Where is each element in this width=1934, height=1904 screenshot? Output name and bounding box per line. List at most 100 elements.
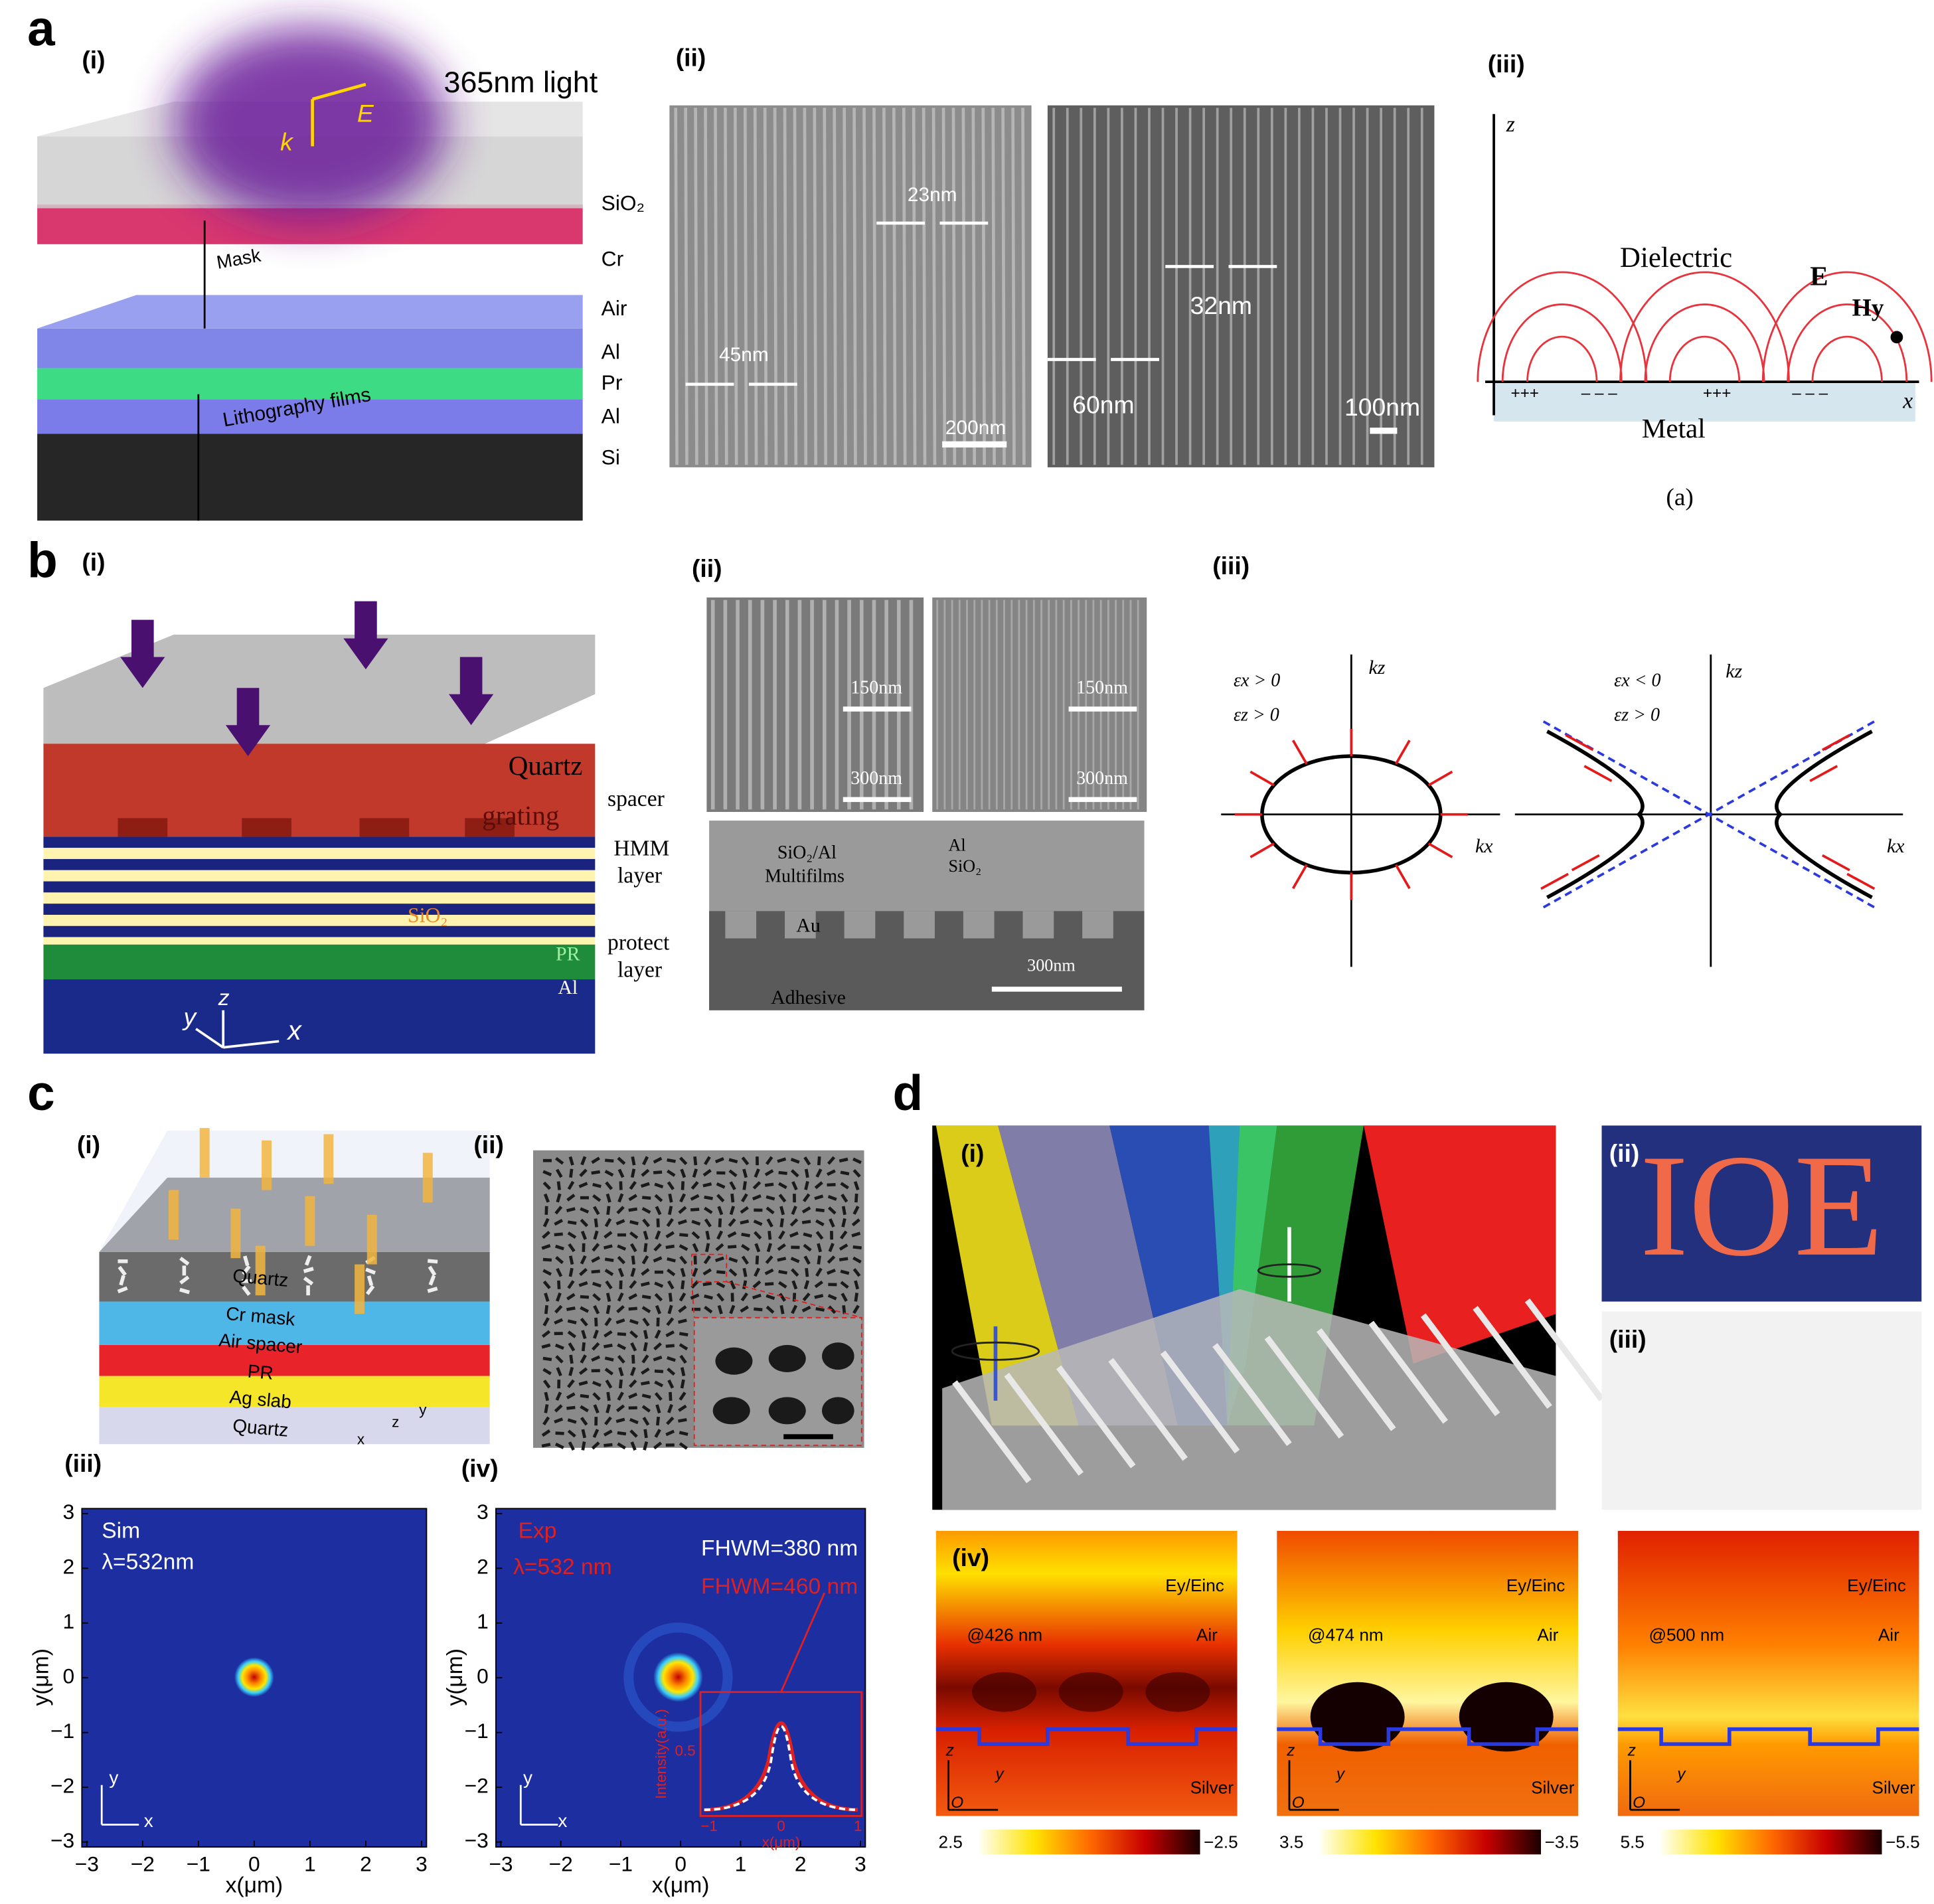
slit xyxy=(752,1194,762,1201)
slit xyxy=(765,1156,773,1165)
slit xyxy=(653,1243,662,1252)
slit xyxy=(729,1206,736,1216)
c-i-layers-3: PR xyxy=(247,1361,274,1384)
slit xyxy=(677,1219,687,1226)
field-line xyxy=(1644,303,1765,382)
slit xyxy=(628,1307,637,1311)
au-tooth xyxy=(725,911,757,939)
slit xyxy=(592,1182,602,1188)
slit xyxy=(704,1206,713,1214)
slit xyxy=(742,1267,748,1277)
c-iii-yticks-2: 1 xyxy=(62,1609,74,1633)
slit xyxy=(580,1306,590,1313)
arrow xyxy=(1809,765,1838,782)
scale-bar xyxy=(783,1434,833,1439)
hmm-stripe xyxy=(43,914,596,926)
focal-spot xyxy=(234,1657,274,1698)
c-iii-label: (iii) xyxy=(64,1449,102,1477)
field-map xyxy=(1277,1530,1579,1816)
d-ii-text: IOE xyxy=(1640,1125,1884,1287)
slit xyxy=(580,1417,588,1426)
slit xyxy=(617,1156,626,1165)
slit xyxy=(654,1182,664,1189)
slit xyxy=(642,1317,650,1327)
slit xyxy=(580,1393,590,1399)
slit xyxy=(643,1243,648,1253)
slit xyxy=(654,1281,664,1288)
c-iv-axes-0: y xyxy=(523,1767,532,1788)
slit xyxy=(656,1416,661,1426)
au-tooth xyxy=(963,911,995,939)
focal-spot xyxy=(653,1652,703,1702)
slit xyxy=(605,1193,611,1203)
stripe xyxy=(862,108,867,465)
slit xyxy=(852,1305,860,1314)
c-iv-xticks-1: −2 xyxy=(549,1852,573,1876)
field-lines xyxy=(1477,271,1933,382)
slit xyxy=(678,1206,687,1214)
c-iii-xticks-0: −3 xyxy=(75,1852,99,1876)
c-iv-yticks-4: −1 xyxy=(465,1719,489,1743)
slit xyxy=(741,1255,749,1265)
a-iii-E: E xyxy=(1810,261,1828,291)
a-ii-left-dims-0: 23nm xyxy=(908,184,957,206)
slit xyxy=(591,1441,600,1450)
d-iv-maps-2-axes-0: z xyxy=(1627,1742,1636,1760)
slit xyxy=(554,1404,563,1413)
slit xyxy=(641,1367,650,1375)
slit xyxy=(618,1379,623,1389)
slit xyxy=(592,1392,601,1401)
a-label: a xyxy=(27,0,55,56)
slit xyxy=(629,1429,638,1438)
stripe xyxy=(793,108,798,465)
rib xyxy=(1004,1372,1084,1476)
slit xyxy=(118,1259,128,1263)
k-axes xyxy=(1221,654,1903,967)
c-iv-fwhm2: FHWM=460 nm xyxy=(701,1575,858,1599)
a-iii-charges-1: – – – xyxy=(1581,384,1617,402)
slit xyxy=(692,1168,698,1178)
stripe xyxy=(1021,108,1026,465)
slit xyxy=(604,1330,613,1338)
hmm-stripe xyxy=(43,858,596,870)
slit xyxy=(802,1193,811,1202)
slit xyxy=(554,1343,564,1350)
slit xyxy=(653,1256,663,1263)
arrow xyxy=(1394,864,1411,890)
slit xyxy=(428,1275,436,1286)
slit xyxy=(617,1193,624,1203)
slit xyxy=(741,1156,750,1166)
slit xyxy=(581,1342,586,1352)
slit xyxy=(566,1405,576,1410)
slit xyxy=(581,1330,587,1340)
slit xyxy=(629,1180,637,1190)
slit xyxy=(727,1231,737,1238)
slit xyxy=(666,1218,674,1228)
slit xyxy=(680,1267,686,1277)
colorbar xyxy=(979,1829,1200,1855)
slit xyxy=(568,1156,574,1166)
slit xyxy=(669,1391,673,1401)
slit xyxy=(593,1329,599,1339)
slit xyxy=(678,1404,687,1412)
c-iii-xlabel: x(μm) xyxy=(226,1873,283,1898)
d-iv-maps-1-air: Air xyxy=(1537,1625,1558,1645)
slit xyxy=(690,1208,700,1212)
slit xyxy=(566,1293,576,1301)
slit xyxy=(764,1268,774,1275)
spin-arrows xyxy=(951,1227,1322,1401)
slit xyxy=(119,1275,125,1286)
slit xyxy=(606,1391,611,1401)
slit xyxy=(817,1255,821,1265)
field-line xyxy=(1761,271,1933,382)
slit xyxy=(569,1168,574,1178)
slit xyxy=(118,1265,127,1277)
scale-bar xyxy=(843,706,912,712)
arrow xyxy=(1427,842,1453,858)
slit xyxy=(716,1171,726,1175)
slit xyxy=(642,1417,650,1426)
slit xyxy=(654,1293,663,1302)
b-iii-left-eps-1: εz > 0 xyxy=(1234,705,1279,726)
beam-arrow xyxy=(323,1134,334,1184)
slit xyxy=(578,1182,588,1188)
